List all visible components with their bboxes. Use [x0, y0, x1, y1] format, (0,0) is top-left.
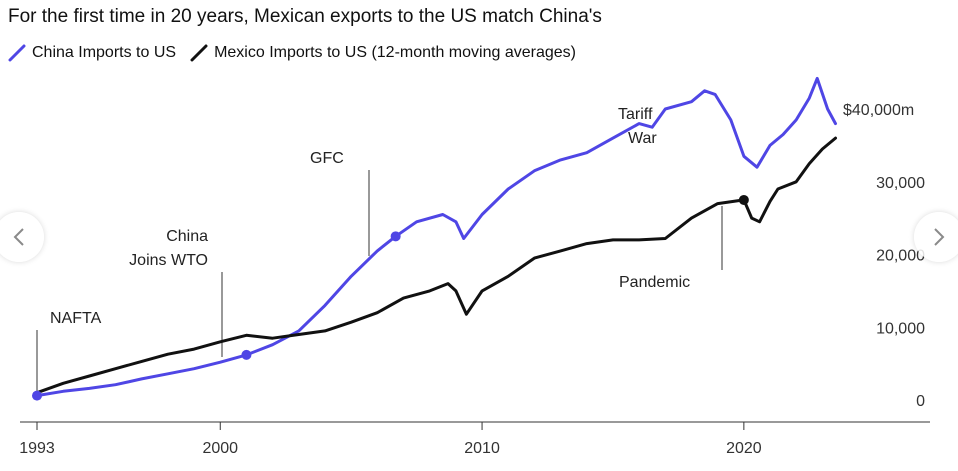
- y-tick-label: 10,000: [876, 320, 925, 337]
- series-group: [32, 76, 837, 401]
- legend-label-china: China Imports to US: [32, 44, 177, 61]
- legend-item-mexico: Mexico Imports to US (12-month moving av…: [190, 44, 576, 62]
- nafta-marker: [32, 390, 42, 401]
- next-slide-button[interactable]: [914, 212, 958, 262]
- wto-marker: [241, 349, 252, 360]
- annotation-label: NAFTA: [50, 310, 102, 327]
- annotation-label: Pandemic: [619, 274, 690, 291]
- x-tick-label: 2020: [726, 440, 762, 457]
- annotations: NAFTA China Joins WTO GFC Tariff War Pandemic: [36, 106, 723, 400]
- gfc-marker: [390, 231, 401, 242]
- y-axis: 0 10,000 20,000 30,000 $40,000m: [843, 102, 925, 410]
- annotation-label: GFC: [310, 150, 344, 167]
- legend-swatch-china: [8, 44, 26, 62]
- legend-swatch-mexico: [190, 44, 208, 62]
- x-tick-label: 2000: [202, 440, 238, 457]
- annotation-label-line2: War: [628, 130, 657, 147]
- annotation-label: Tariff: [618, 106, 653, 123]
- x-tick-label: 2010: [464, 440, 500, 457]
- y-tick-label: 0: [916, 393, 925, 410]
- annotation-label-line2: Joins WTO: [129, 252, 208, 269]
- x-tick-label: 1993: [19, 440, 55, 457]
- legend-label-mexico: Mexico Imports to US (12-month moving av…: [214, 44, 576, 61]
- y-tick-label: $40,000m: [843, 102, 914, 119]
- chevron-right-icon: [934, 228, 945, 246]
- y-tick-label: 20,000: [876, 248, 925, 265]
- legend-item-china: China Imports to US: [8, 44, 176, 62]
- chevron-left-icon: [13, 228, 24, 246]
- china-series-line: [35, 76, 837, 398]
- annotation-label: China: [166, 228, 208, 245]
- previous-slide-button[interactable]: [0, 212, 44, 262]
- chart-legend: China Imports to US Mexico Imports to US…: [8, 44, 590, 62]
- y-tick-label: 30,000: [876, 175, 925, 192]
- pandemic-marker: [738, 194, 749, 205]
- mexico-series-line: [35, 136, 837, 395]
- x-axis: 1993 2000 2010 2020: [19, 422, 762, 457]
- chart-title: For the first time in 20 years, Mexican …: [8, 6, 602, 27]
